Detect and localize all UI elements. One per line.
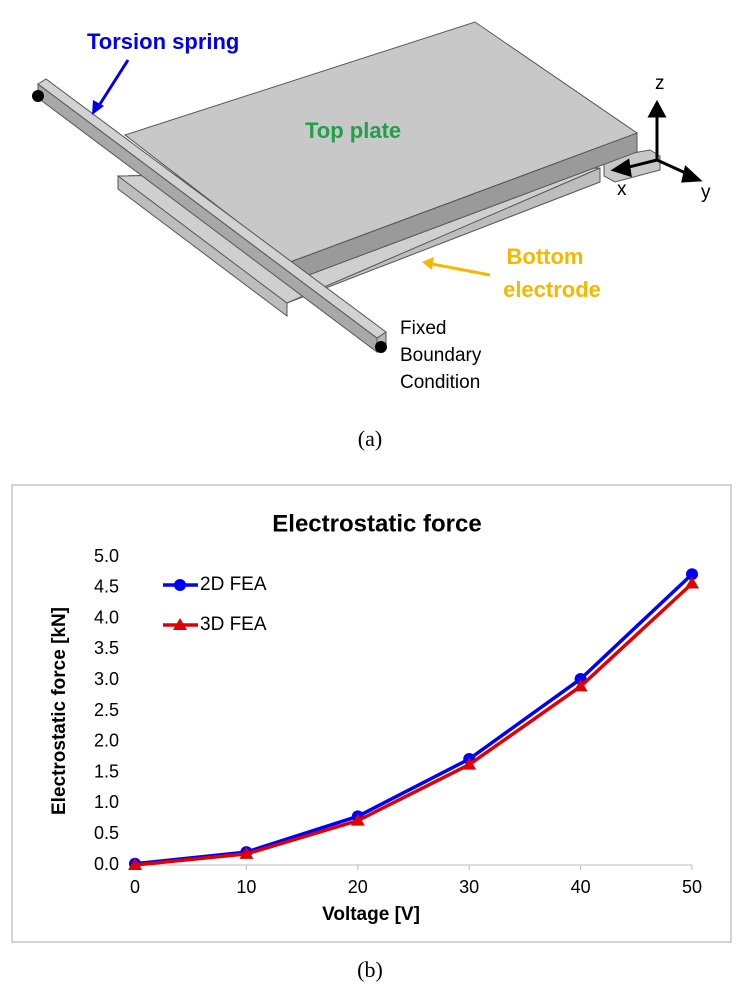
y-tick-label: 4.5 xyxy=(94,577,119,597)
arrowhead xyxy=(647,99,667,118)
arrowhead xyxy=(610,158,632,178)
fixed-point xyxy=(375,341,387,353)
diagram xyxy=(37,21,661,354)
arrow xyxy=(98,59,130,105)
marker xyxy=(128,858,142,870)
y-tick-label: 3.5 xyxy=(94,638,119,658)
x-tick-label: 0 xyxy=(130,877,140,897)
y-tick-label: 2.0 xyxy=(94,731,119,751)
y-axis-label: Electrostatic force [kN] xyxy=(49,607,70,815)
arrowhead xyxy=(92,100,104,115)
y-tick-label: 4.0 xyxy=(94,607,119,627)
y-tick-label: 0.0 xyxy=(94,854,119,874)
label: Top plate xyxy=(305,118,401,143)
y-tick-label: 1.5 xyxy=(94,761,119,781)
label: Bottom xyxy=(507,244,584,269)
legend-label: 2D FEA xyxy=(200,574,267,595)
x-tick-label: 10 xyxy=(236,877,256,897)
x-tick-label: 30 xyxy=(459,877,479,897)
series-line xyxy=(134,582,694,867)
marker xyxy=(686,568,698,581)
x-tick-label: 40 xyxy=(571,877,591,897)
legend-marker xyxy=(174,579,186,591)
marker xyxy=(573,679,588,692)
arrowhead xyxy=(422,257,434,270)
label: Fixed xyxy=(400,318,446,339)
fixed-point xyxy=(32,90,44,102)
y-tick-label: 2.5 xyxy=(94,700,119,720)
axis-arrow xyxy=(624,158,658,170)
x-axis-label: Voltage [V] xyxy=(322,904,420,925)
x-tick-label: 20 xyxy=(348,877,368,897)
coord-axes xyxy=(610,99,703,183)
label: Condition xyxy=(400,372,480,393)
marker xyxy=(239,846,254,859)
y-tick-label: 5.0 xyxy=(94,546,119,566)
y-tick-label: 3.0 xyxy=(94,669,119,689)
torsion-spring xyxy=(37,78,387,339)
label: Torsion spring xyxy=(87,29,239,54)
y-tick-label: 1.0 xyxy=(94,792,119,812)
marker xyxy=(350,813,365,826)
marker xyxy=(462,757,477,770)
caption: (a) xyxy=(358,426,382,451)
arrow xyxy=(431,262,491,277)
marker xyxy=(685,576,699,589)
legend-marker xyxy=(173,618,187,630)
axis-letter: y xyxy=(701,182,711,203)
label: electrode xyxy=(503,277,601,302)
caption: (b) xyxy=(357,957,383,982)
x-tick-label: 50 xyxy=(682,877,702,897)
chart-frame xyxy=(11,484,732,943)
axis-letter: z xyxy=(655,73,665,94)
callout-arrows xyxy=(92,59,491,277)
axis-letter: x xyxy=(617,179,627,200)
legend-label: 3D FEA xyxy=(200,614,267,635)
chart-title: Electrostatic force xyxy=(272,510,481,537)
y-tick-label: 0.5 xyxy=(94,823,119,843)
label: Boundary xyxy=(400,345,482,366)
arrowhead xyxy=(681,165,703,183)
